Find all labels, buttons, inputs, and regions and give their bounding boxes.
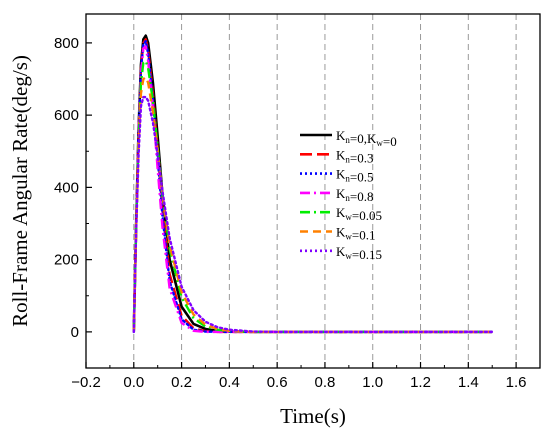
legend-label-3: Kn=0.8 bbox=[336, 186, 373, 204]
legend-label-0: Kn=0,Kw=0 bbox=[336, 128, 397, 149]
series-line-3 bbox=[132, 45, 493, 334]
legend-label-6: Kw=0.15 bbox=[336, 244, 382, 262]
axis-ticks bbox=[85, 42, 517, 369]
series-line-5 bbox=[132, 76, 493, 334]
x-tick-label: 0.8 bbox=[315, 374, 336, 391]
y-tick-label: 600 bbox=[54, 107, 79, 124]
x-tick-label: 1.2 bbox=[410, 374, 431, 391]
x-tick-label: 1.4 bbox=[458, 374, 479, 391]
y-tick-label: 400 bbox=[54, 179, 79, 196]
series-layer bbox=[132, 34, 494, 334]
legend-label-5: Kw=0.1 bbox=[336, 225, 375, 243]
y-tick-label: 800 bbox=[54, 35, 79, 52]
x-tick-label: 1.0 bbox=[362, 374, 383, 391]
legend: Kn=0,Kw=0Kn=0.3 Kn=0.5Kn=0.8Kw=0.05 Kw=0.1… bbox=[300, 128, 397, 262]
series-line-6 bbox=[132, 95, 494, 334]
x-tick-labels: −0.2 0.0 0.2 0.4 0.6 0.8 1.0 1.2 1.4 1.6 bbox=[71, 374, 526, 391]
x-tick-label: 1.6 bbox=[506, 374, 527, 391]
legend-label-2: Kn=0.5 bbox=[336, 167, 373, 185]
y-tick-label: 200 bbox=[54, 252, 79, 269]
x-tick-label: 0.6 bbox=[267, 374, 288, 391]
y-tick-labels: 0 200 400 600 800 bbox=[54, 35, 79, 341]
legend-label-1: Kn=0.3 bbox=[336, 147, 373, 165]
y-axis-title: Roll-Frame Angular Rate(deg/s) bbox=[8, 55, 32, 327]
series-line-2 bbox=[132, 39, 494, 334]
x-tick-label: −0.2 bbox=[71, 374, 101, 391]
x-tick-label: 0.4 bbox=[219, 374, 240, 391]
plot-frame bbox=[85, 13, 541, 369]
series-line-0 bbox=[132, 34, 493, 334]
x-tick-label: 0.2 bbox=[171, 374, 192, 391]
legend-label-4: Kw=0.05 bbox=[336, 205, 382, 223]
series-line-1 bbox=[132, 38, 493, 334]
x-axis-title: Time(s) bbox=[280, 404, 346, 428]
x-tick-label: 0.0 bbox=[123, 374, 144, 391]
y-tick-label: 0 bbox=[71, 324, 79, 341]
series-line-4 bbox=[132, 59, 493, 334]
